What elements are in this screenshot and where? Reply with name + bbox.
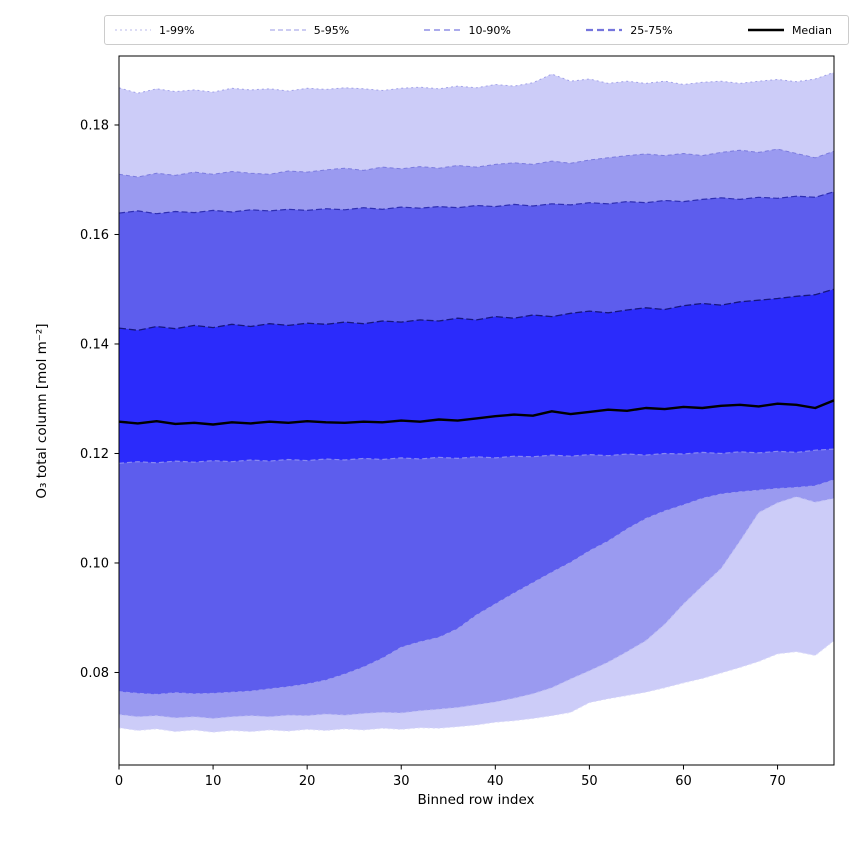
band-lower-edge-p10 bbox=[118, 479, 835, 695]
band-upper-edge-p95 bbox=[118, 148, 835, 178]
x-axis-label: Binned row index bbox=[417, 792, 535, 808]
band-upper-edge-p75 bbox=[118, 288, 835, 331]
y-tick-label: 0.12 bbox=[80, 447, 109, 462]
legend-line-sample bbox=[269, 29, 306, 31]
legend-label: 1-99% bbox=[159, 23, 195, 37]
legend-label: 10-90% bbox=[468, 23, 511, 37]
legend: 1-99% 5-95% 10-90% 25-75% Median bbox=[104, 15, 849, 45]
x-tick-label: 50 bbox=[581, 774, 598, 789]
legend-line-sample bbox=[747, 28, 784, 32]
y-tick-label: 0.18 bbox=[80, 118, 109, 133]
band-upper-edge-p90 bbox=[118, 191, 835, 215]
x-tick-label: 30 bbox=[393, 774, 410, 789]
legend-item-1-99: 1-99% bbox=[115, 24, 194, 37]
y-axis-label: O₃ total column [mol m⁻²] bbox=[34, 323, 50, 499]
legend-item-25-75: 25-75% bbox=[586, 23, 673, 37]
x-tick-label: 60 bbox=[675, 774, 692, 789]
band-fill-25-75 bbox=[119, 289, 834, 464]
legend-item-median: Median bbox=[747, 23, 832, 37]
legend-label: 25-75% bbox=[630, 23, 673, 37]
x-tick-label: 40 bbox=[487, 774, 504, 789]
legend-line-sample bbox=[424, 29, 461, 31]
plot-frame bbox=[118, 55, 835, 766]
median-line bbox=[118, 399, 835, 426]
band-lower-edge-p5 bbox=[118, 496, 835, 720]
legend-item-10-90: 10-90% bbox=[424, 23, 511, 37]
x-tick-label: 70 bbox=[769, 774, 786, 789]
x-tick-label: 10 bbox=[205, 774, 222, 789]
legend-line-sample bbox=[586, 28, 623, 32]
legend-line-sample bbox=[115, 29, 151, 31]
x-tick-label: 0 bbox=[115, 774, 123, 789]
y-tick-label: 0.16 bbox=[80, 228, 109, 243]
y-tick-label: 0.14 bbox=[80, 337, 109, 352]
band-upper-edge-p99 bbox=[118, 71, 835, 94]
y-tick-label: 0.10 bbox=[80, 556, 109, 571]
legend-label: Median bbox=[791, 23, 832, 37]
x-tick-label: 20 bbox=[299, 774, 316, 789]
legend-label: 5-95% bbox=[313, 23, 350, 37]
legend-item-5-95: 5-95% bbox=[269, 23, 350, 37]
y-tick-label: 0.08 bbox=[80, 666, 109, 681]
